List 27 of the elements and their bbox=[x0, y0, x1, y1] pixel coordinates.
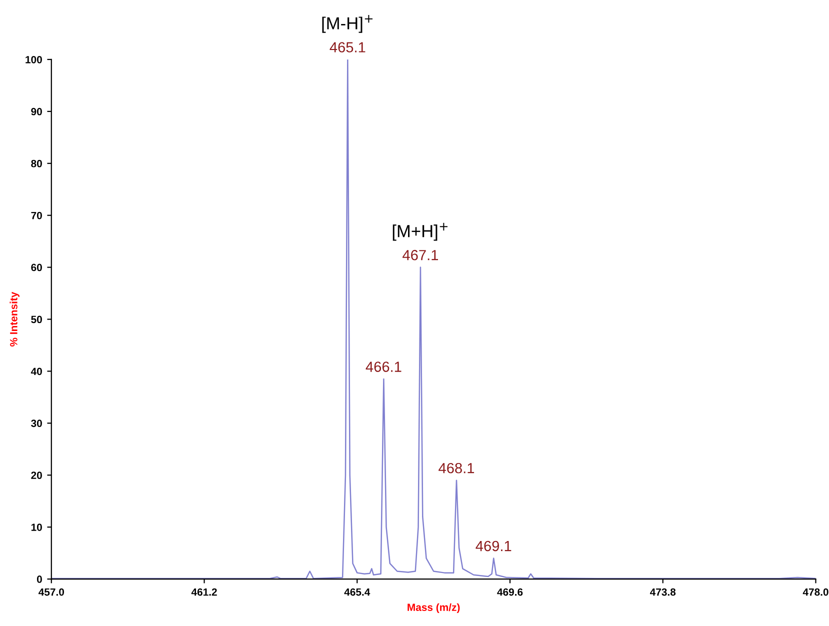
y-tick-label: 50 bbox=[31, 316, 42, 324]
x-tick-label: 457.0 bbox=[38, 588, 64, 596]
annotation: [M-H]$^{+}$ bbox=[322, 15, 373, 33]
line-series bbox=[51, 59, 816, 580]
annotation: [M+H]$^{+}$ bbox=[392, 222, 448, 241]
y-tick-label: 0 bbox=[36, 576, 42, 583]
annotation: 465.1 bbox=[330, 42, 366, 52]
y-tick-label: 60 bbox=[31, 264, 42, 272]
annotation: 469.1 bbox=[476, 540, 512, 552]
annotation: 466.1 bbox=[366, 362, 402, 372]
y-tick-label: 10 bbox=[31, 524, 42, 531]
x-axis-title: Mass (m/z) bbox=[408, 603, 460, 614]
annotation: 468.1 bbox=[438, 462, 474, 474]
x-tick-label: 465.4 bbox=[344, 588, 370, 596]
x-tick-label: 473.8 bbox=[650, 588, 676, 596]
x-tick-label: 461.2 bbox=[191, 588, 217, 596]
x-tick-label: 478.0 bbox=[802, 588, 828, 596]
y-tick-label: 20 bbox=[31, 472, 42, 480]
y-tick-label: 70 bbox=[31, 212, 42, 220]
y-tick-label: 90 bbox=[31, 108, 42, 116]
y-tick-label: 80 bbox=[31, 160, 42, 168]
y-tick-label: 100 bbox=[26, 56, 42, 64]
x-tick-label: 469.6 bbox=[497, 588, 523, 596]
y-tick-label: 40 bbox=[30, 368, 42, 376]
y-tick-label: 30 bbox=[31, 420, 42, 428]
y-axis-title: % Intensity bbox=[10, 292, 20, 346]
annotation: 467.1 bbox=[402, 250, 438, 260]
